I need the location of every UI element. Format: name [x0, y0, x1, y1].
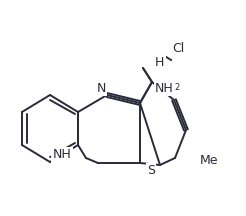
Text: NH: NH — [53, 149, 71, 162]
Text: Cl: Cl — [172, 41, 184, 54]
Text: N: N — [96, 81, 106, 95]
Text: Me: Me — [200, 154, 218, 167]
Text: H: H — [155, 56, 164, 68]
Text: S: S — [147, 165, 155, 178]
Text: NH: NH — [155, 81, 174, 95]
Text: 2: 2 — [174, 83, 179, 92]
